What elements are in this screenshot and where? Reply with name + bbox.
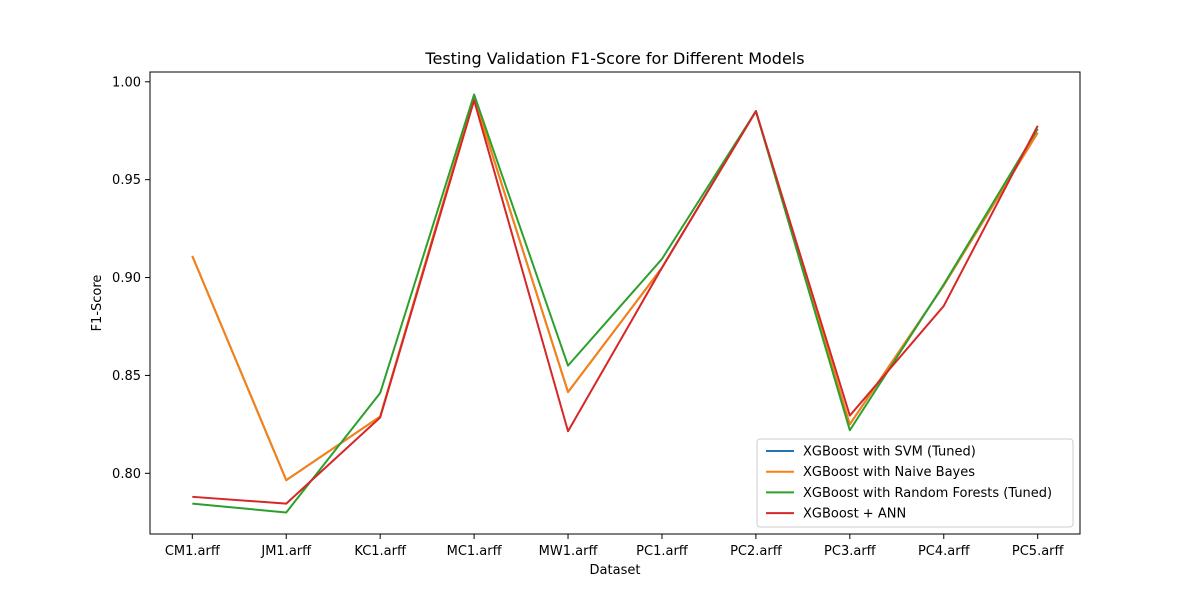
y-axis: 0.80 0.85 0.90 0.95 1.00 [112, 75, 150, 482]
x-tick-label: CM1.arff [165, 544, 221, 559]
y-tick-label: 0.85 [112, 369, 141, 384]
x-tick-label: MC1.arff [447, 544, 503, 559]
y-tick-label: 0.90 [112, 271, 141, 286]
plot-frame [149, 71, 1081, 535]
series-line-2 [191, 96, 1039, 482]
x-axis: CM1.arff JM1.arff KC1.arff MC1.arff MW1.arff… [165, 534, 1065, 559]
series-line-1 [191, 96, 1039, 482]
x-tick-label: PC5.arff [1012, 544, 1065, 559]
y-tick-label: 0.80 [112, 467, 141, 482]
chart-title: Testing Validation F1-Score for Differen… [424, 49, 804, 68]
y-axis-label: F1-Score [90, 275, 105, 332]
legend-box [756, 438, 1074, 528]
x-tick-label: PC2.arff [730, 544, 783, 559]
x-tick-label: PC3.arff [824, 544, 877, 559]
y-tick-label: 1.00 [112, 75, 141, 90]
x-tick-label: MW1.arff [539, 544, 599, 559]
legend-label: XGBoost with SVM (Tuned) [803, 445, 976, 460]
legend: XGBoost with SVM (Tuned) XGBoost with Nai… [756, 438, 1074, 528]
series-line-4 [192, 99, 1039, 505]
x-tick-label: KC1.arff [354, 544, 407, 559]
legend-label: XGBoost with Naive Bayes [803, 465, 975, 480]
y-tick-label: 0.95 [112, 173, 141, 188]
x-tick-label: JM1.arff [260, 544, 312, 559]
x-axis-label: Dataset [590, 563, 641, 578]
series-line-3 [192, 93, 1039, 514]
x-tick-label: PC4.arff [918, 544, 971, 559]
legend-label: XGBoost with Random Forests (Tuned) [803, 486, 1052, 501]
legend-label: XGBoost + ANN [803, 507, 906, 522]
x-tick-label: PC1.arff [636, 544, 689, 559]
series-lines [191, 93, 1039, 514]
